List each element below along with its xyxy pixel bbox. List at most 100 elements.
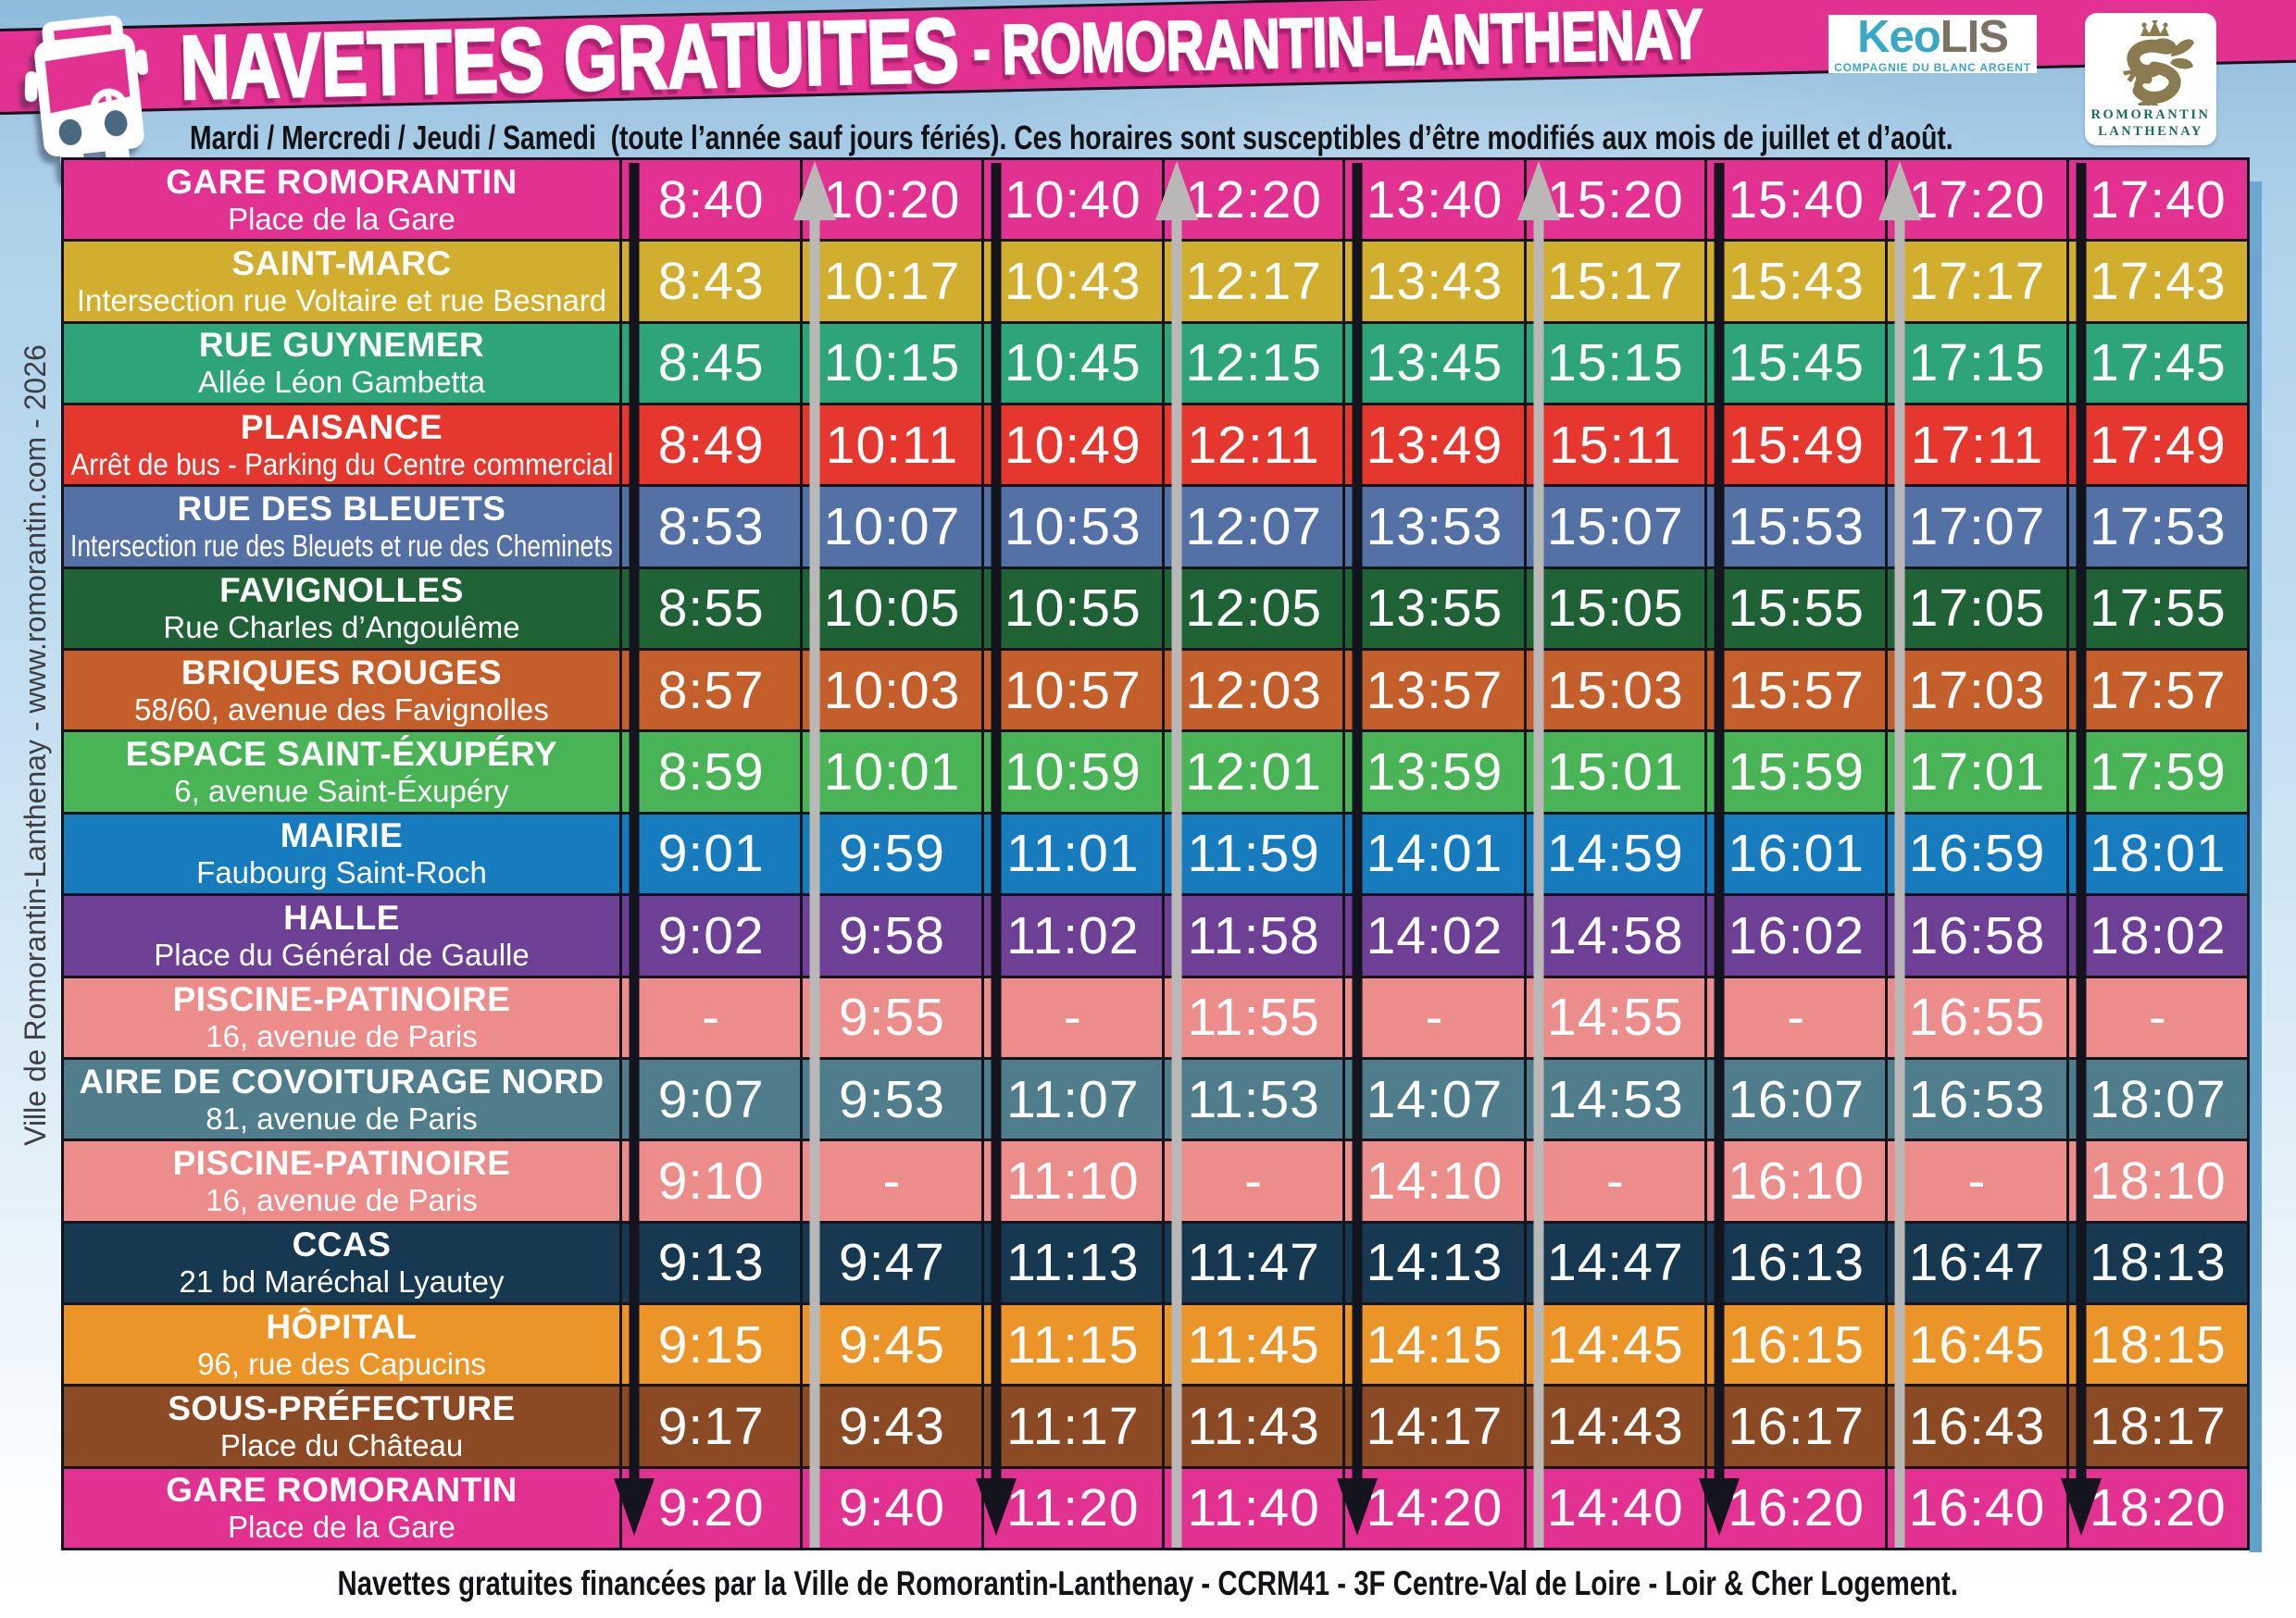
station-cell: HALLE Place du Général de Gaulle (64, 896, 619, 976)
time-cell: 10:45 (983, 323, 1162, 404)
time-cell: 10:55 (983, 568, 1162, 649)
time-cell: 9:40 (803, 1468, 981, 1548)
time-cell: 11:47 (1164, 1223, 1343, 1302)
time-cell: 17:45 (2068, 323, 2247, 404)
time-cell: 8:57 (622, 651, 801, 730)
time-cell: 17:11 (1888, 405, 2066, 485)
station-cell: CCAS 21 bd Maréchal Lyautey (64, 1223, 619, 1302)
time-cell: 18:15 (2068, 1304, 2247, 1385)
station-address: Arrêt de bus - Parking du Centre commerc… (70, 446, 613, 481)
time-cell: 16:02 (1706, 896, 1886, 976)
keolis-wordmark: KeoLIS (1857, 12, 2009, 62)
return-arrow-up (1874, 157, 1926, 1550)
timetable: GARE ROMORANTIN Place de la Gare 8:40 10:20… (61, 157, 2250, 1550)
time-cell: 11:07 (983, 1059, 1162, 1139)
time-cell: 11:01 (983, 814, 1162, 894)
time-cell: 15:11 (1526, 405, 1704, 485)
time-cell: 8:55 (622, 568, 801, 649)
time-cell: 9:15 (622, 1304, 801, 1385)
station-cell: ESPACE SAINT-ÉXUPÉRY 6, avenue Saint-Éxup… (64, 732, 619, 812)
time-cell: 15:07 (1526, 487, 1704, 566)
time-cell: 8:49 (622, 405, 801, 485)
station-cell: GARE ROMORANTIN Place de la Gare (64, 1468, 619, 1548)
time-cell-empty: - (803, 1141, 981, 1221)
time-cell: 14:10 (1345, 1141, 1524, 1221)
time-cell: 15:40 (1706, 160, 1886, 240)
time-cell: 16:13 (1706, 1223, 1886, 1302)
time-cell: 11:40 (1164, 1468, 1343, 1548)
time-cell: 17:03 (1888, 651, 2066, 730)
station-cell: GARE ROMORANTIN Place de la Gare (64, 160, 619, 240)
station-cell: PISCINE-PATINOIRE 16, avenue de Paris (64, 977, 619, 1057)
time-cell: 16:10 (1706, 1141, 1886, 1221)
station-name: BRIQUES ROUGES (181, 653, 503, 691)
station-name: HÔPITAL (266, 1307, 418, 1346)
outbound-arrow-down (970, 157, 1022, 1550)
time-cell-empty: - (983, 977, 1162, 1057)
time-cell: 18:02 (2068, 896, 2247, 976)
time-cell: 8:59 (622, 732, 801, 812)
time-cell: 12:01 (1164, 732, 1343, 812)
time-cell: 13:55 (1345, 568, 1524, 649)
title-city: ROMORANTIN-LANTHENAY (1000, 0, 1704, 89)
time-cell: 9:02 (622, 896, 801, 976)
time-cell: 11:15 (983, 1304, 1162, 1385)
time-cell: 9:45 (803, 1304, 981, 1385)
time-cell-empty: - (1526, 1141, 1704, 1221)
station-cell: BRIQUES ROUGES 58/60, avenue des Favignol… (64, 651, 619, 730)
time-cell: 11:55 (1164, 977, 1343, 1057)
time-cell: 13:40 (1345, 160, 1524, 240)
station-name: MAIRIE (280, 816, 404, 855)
time-cell: 17:53 (2068, 487, 2247, 566)
time-cell: 16:01 (1706, 814, 1886, 894)
time-cell: 15:45 (1706, 323, 1886, 404)
time-cell: 11:59 (1164, 814, 1343, 894)
time-cell: 13:45 (1345, 323, 1524, 404)
time-cell: 18:01 (2068, 814, 2247, 894)
time-cell-empty: - (1706, 977, 1886, 1057)
title-separator: - (971, 11, 992, 88)
time-cell: 10:15 (803, 323, 981, 404)
time-cell-empty: - (1345, 977, 1524, 1057)
station-address: Place de la Gare (228, 201, 455, 236)
keolis-logo: KeoLIS COMPAGNIE DU BLANC ARGENT (1828, 15, 2037, 73)
time-cell: 16:58 (1888, 896, 2066, 976)
station-name: GARE ROMORANTIN (166, 1471, 518, 1510)
time-cell-empty: - (1164, 1141, 1343, 1221)
salamander-emblem (2123, 20, 2194, 106)
time-cell: 14:53 (1526, 1059, 1704, 1139)
time-cell: 11:10 (983, 1141, 1162, 1221)
station-address: 16, avenue de Paris (206, 1182, 478, 1217)
time-cell: 8:53 (622, 487, 801, 566)
station-cell: SAINT-MARC Intersection rue Voltaire et r… (64, 242, 619, 321)
time-cell: 11:53 (1164, 1059, 1343, 1139)
time-cell: 16:43 (1888, 1387, 2066, 1466)
station-cell: RUE GUYNEMER Allée Léon Gambetta (64, 323, 619, 404)
time-cell: 11:17 (983, 1387, 1162, 1466)
time-cell: 14:47 (1526, 1223, 1704, 1302)
station-name: HALLE (283, 898, 400, 937)
station-name: RUE DES BLEUETS (177, 490, 506, 529)
time-cell: 9:58 (803, 896, 981, 976)
time-cell: 10:11 (803, 405, 981, 485)
time-cell: 16:45 (1888, 1304, 2066, 1385)
time-cell: 18:13 (2068, 1223, 2247, 1302)
outbound-arrow-down (1331, 157, 1383, 1550)
time-cell: 13:49 (1345, 405, 1524, 485)
return-arrow-up (789, 157, 841, 1550)
time-cell: 16:59 (1888, 814, 2066, 894)
time-cell: 9:59 (803, 814, 981, 894)
table-right-shadow (2250, 181, 2262, 1552)
time-cell: 10:59 (983, 732, 1162, 812)
time-cell: 9:07 (622, 1059, 801, 1139)
time-cell: 15:17 (1526, 242, 1704, 321)
station-address: Intersection rue Voltaire et rue Besnard (76, 283, 607, 318)
time-cell: 17:40 (2068, 160, 2247, 240)
time-cell: 9:10 (622, 1141, 801, 1221)
time-cell: 15:05 (1526, 568, 1704, 649)
time-cell: 12:15 (1164, 323, 1343, 404)
time-cell: 8:43 (622, 242, 801, 321)
station-name: SAINT-MARC (231, 244, 452, 283)
station-name: PLAISANCE (240, 407, 443, 446)
